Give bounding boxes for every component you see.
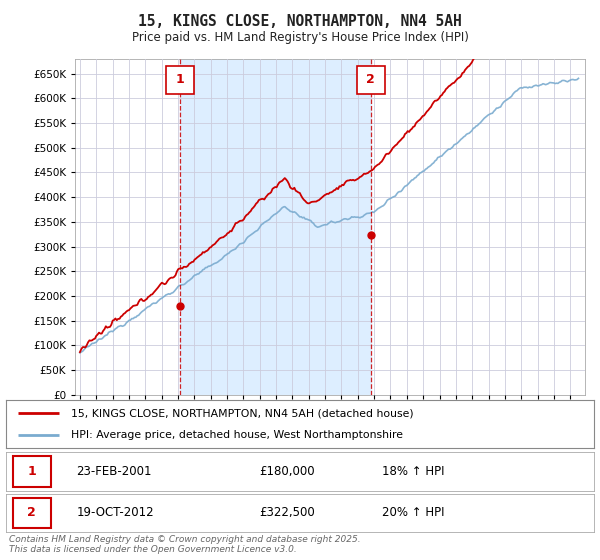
Text: 1: 1 [176,73,184,86]
Text: 20% ↑ HPI: 20% ↑ HPI [382,506,445,520]
Text: Contains HM Land Registry data © Crown copyright and database right 2025.
This d: Contains HM Land Registry data © Crown c… [9,535,361,554]
Text: HPI: Average price, detached house, West Northamptonshire: HPI: Average price, detached house, West… [71,430,403,440]
Text: Price paid vs. HM Land Registry's House Price Index (HPI): Price paid vs. HM Land Registry's House … [131,31,469,44]
FancyBboxPatch shape [166,66,194,94]
Text: £180,000: £180,000 [259,465,314,478]
Text: 19-OCT-2012: 19-OCT-2012 [77,506,154,520]
Bar [180,59,371,395]
Text: 23-FEB-2001: 23-FEB-2001 [77,465,152,478]
FancyBboxPatch shape [357,66,385,94]
Text: 2: 2 [367,73,375,86]
Text: 2: 2 [28,506,36,520]
Text: 15, KINGS CLOSE, NORTHAMPTON, NN4 5AH (detached house): 15, KINGS CLOSE, NORTHAMPTON, NN4 5AH (d… [71,408,413,418]
FancyBboxPatch shape [13,498,51,528]
FancyBboxPatch shape [13,456,51,487]
Text: 15, KINGS CLOSE, NORTHAMPTON, NN4 5AH: 15, KINGS CLOSE, NORTHAMPTON, NN4 5AH [138,14,462,29]
Text: £322,500: £322,500 [259,506,314,520]
Text: 18% ↑ HPI: 18% ↑ HPI [382,465,445,478]
Text: 1: 1 [28,465,36,478]
